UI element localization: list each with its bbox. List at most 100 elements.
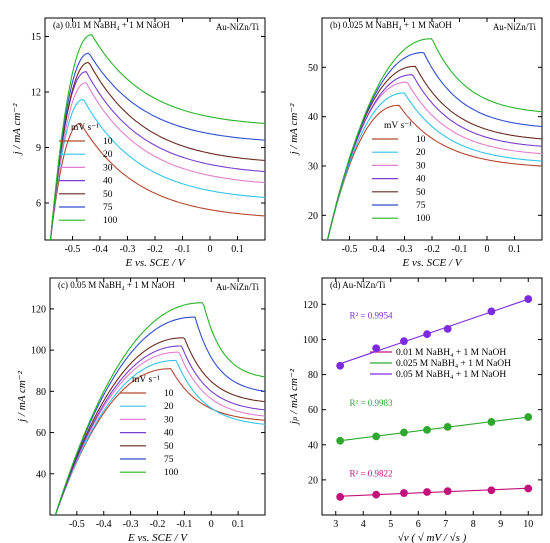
fit-line-1: [338, 416, 530, 442]
legend-title: mV s⁻¹: [384, 121, 412, 131]
series-line-100: [54, 302, 265, 515]
material-label: Au-NiZn/Ti: [216, 282, 260, 292]
r2-label: R² = 0.9954: [350, 310, 394, 320]
x-tick-label: -0.2: [150, 519, 166, 530]
x-axis-label: E vs. SCE / V: [402, 257, 463, 269]
legend-label-10: 10: [416, 135, 426, 145]
legend-label-30: 30: [416, 161, 426, 171]
legend-label-30: 30: [103, 163, 113, 173]
data-point: [372, 344, 381, 353]
data-point: [336, 361, 345, 370]
legend-title: mV s⁻¹: [132, 375, 160, 385]
y-tick-label: 9: [36, 143, 41, 154]
y-tick-label: 80: [36, 387, 46, 398]
data-point: [423, 425, 431, 434]
curves: [326, 38, 542, 240]
x-tick-label: -0.2: [424, 244, 440, 255]
x-tick-label: 0.1: [508, 244, 521, 255]
series-line-50: [326, 65, 542, 240]
data-point: [400, 337, 408, 346]
plot-frame: [49, 277, 266, 516]
x-tick-label: -0.3: [120, 244, 136, 255]
data-point: [524, 484, 533, 493]
y-tick-label: 20: [308, 475, 318, 486]
series-line-75: [326, 52, 542, 240]
y-axis-label: j / mA cm⁻²: [288, 103, 300, 156]
legend-label-40: 40: [103, 177, 113, 187]
series-line-10: [326, 104, 542, 240]
legend-label-40: 40: [164, 429, 174, 439]
y-tick-label: 80: [308, 370, 318, 381]
y-axis-label: j / mA cm⁻²: [16, 370, 28, 423]
y-tick-label: 12: [31, 88, 41, 99]
data-point: [423, 330, 431, 339]
y-tick-label: 6: [36, 199, 41, 210]
data-point: [443, 325, 452, 333]
y-tick-label: 40: [308, 440, 318, 451]
legend-label-40: 40: [416, 175, 426, 185]
material-label: Au-NiZn/Ti: [493, 22, 537, 32]
legend-label-10: 10: [103, 137, 113, 147]
data-point: [524, 295, 533, 303]
series-line-100: [49, 34, 265, 240]
panel-label: (d) Au-NiZn/Ti: [330, 280, 386, 290]
series-line-75: [54, 316, 265, 515]
series-line-40: [49, 71, 265, 240]
y-tick-label: 15: [31, 32, 41, 43]
data-point: [336, 493, 345, 501]
series-line-20: [54, 359, 265, 515]
x-tick-label: -0.1: [176, 519, 192, 530]
x-tick-label: 0.1: [231, 244, 244, 255]
legend-label-0: 0.01 M NaBH₄ + 1 M NaOH: [396, 348, 506, 358]
series-line-75: [49, 52, 265, 240]
fit-line-2: [338, 298, 530, 365]
y-tick-label: 40: [308, 112, 318, 123]
y-tick-label: 60: [36, 428, 46, 439]
curves: [49, 34, 265, 240]
x-tick-label: 6: [416, 519, 421, 530]
series-line-100: [326, 38, 542, 240]
legend-label-10: 10: [164, 389, 174, 399]
series-line-20: [49, 98, 265, 240]
x-tick-label: 3: [333, 519, 338, 530]
data-point: [400, 489, 408, 497]
y-tick-label: 20: [308, 211, 318, 222]
x-axis-label: E vs. SCE / V: [125, 257, 186, 269]
data-point: [400, 428, 408, 437]
legend-label-75: 75: [416, 201, 426, 211]
series-line-10: [54, 368, 265, 515]
data-point: [443, 422, 452, 431]
data-point: [524, 413, 533, 421]
panel-label: (b) 0.025 M NaBH₄ + 1 M NaOH: [330, 20, 452, 30]
r2-label: R² = 0.9983: [350, 398, 394, 408]
series-line-50: [54, 337, 265, 515]
x-tick-label: 8: [471, 519, 476, 530]
legend-label-50: 50: [416, 188, 426, 198]
panel-label: (a) 0.01 M NaBH₄ + 1 M NaOH: [53, 20, 170, 30]
series-line-30: [54, 351, 265, 515]
legend-label-100: 100: [103, 216, 118, 226]
material-label: Au-NiZn/Ti: [216, 22, 260, 32]
x-tick-label: -0.4: [369, 244, 385, 255]
x-tick-label: 0: [209, 519, 214, 530]
x-tick-label: -0.1: [175, 244, 191, 255]
legend-label-2: 0.05 M NaBH₄ + 1 M NaOH: [396, 370, 506, 380]
y-tick-label: 60: [308, 405, 318, 416]
x-tick-label: -0.5: [342, 244, 358, 255]
x-tick-label: 4: [361, 519, 366, 530]
panel-label: (c) 0.05 M NaBH₄ + 1 M NaOH: [58, 280, 175, 290]
data-point: [372, 490, 381, 499]
legend-label-100: 100: [416, 214, 431, 224]
y-tick-label: 30: [308, 162, 318, 173]
x-tick-label: -0.3: [397, 244, 413, 255]
series-line-20: [326, 92, 542, 240]
legend-label-20: 20: [416, 148, 426, 158]
x-axis-label: E vs. SCE / V: [127, 532, 188, 543]
legend-title: mV s⁻¹: [71, 123, 99, 133]
r2-label: R² = 0.9822: [350, 468, 393, 478]
panel-a: -0.5 -0.4 -0.3 -0.2 -0.1 0 0.1 6 9 12 15 E vs. SCE …: [11, 17, 266, 269]
x-tick-label: -0.5: [65, 244, 81, 255]
data-point: [487, 307, 496, 316]
plot-frame: [321, 17, 543, 241]
